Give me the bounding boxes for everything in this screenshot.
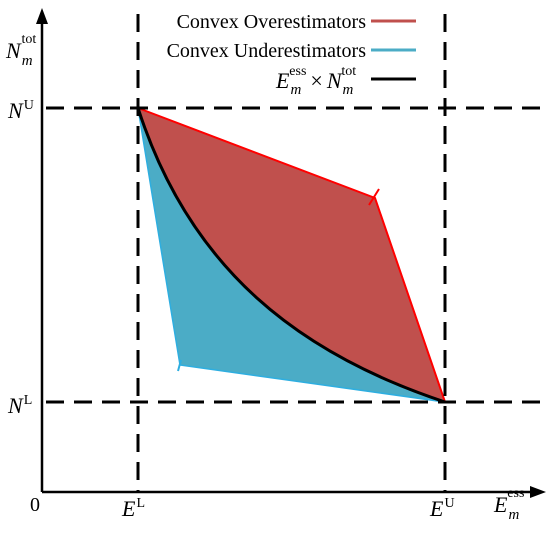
overestimator-region: [138, 108, 445, 402]
overestimator-edge: [137, 107, 446, 403]
legend-product-e-sub: m: [290, 82, 301, 98]
x-axis-label-symbol: E: [493, 492, 508, 517]
x-tick-upper-sup: U: [444, 496, 454, 511]
legend-product-e-sup: ess: [289, 64, 306, 79]
legend-underestimators-label: Convex Underestimators: [167, 40, 367, 62]
legend-product-label: Em ess × Nm tot: [275, 64, 356, 98]
x-tick-lower-sup: L: [136, 496, 145, 511]
legend-product-e-symbol: E: [275, 68, 290, 93]
legend-overestimators-label: Convex Overestimators: [177, 11, 367, 33]
y-axis-label-symbol: N: [5, 38, 22, 63]
y-axis-label: Nm tot: [5, 32, 36, 69]
x-tick-lower-symbol: E: [121, 496, 136, 521]
x-axis-label-sup: ess: [507, 486, 524, 501]
x-axis-label: Em ess: [493, 486, 524, 523]
x-tick-upper-symbol: E: [429, 496, 444, 521]
x-axis-label-sub: m: [508, 507, 519, 523]
y-tick-lower-symbol: N: [7, 393, 24, 418]
legend: Convex Overestimators Convex Underestima…: [167, 11, 416, 98]
legend-product-times: ×: [310, 68, 322, 93]
overestimator-vertex-tick: [368, 188, 380, 206]
y-tick-upper-sup: U: [24, 98, 34, 113]
y-tick-upper: NU: [7, 98, 34, 123]
y-axis-label-sup: tot: [22, 32, 37, 47]
y-tick-lower-sup: L: [24, 393, 33, 408]
legend-product-n-sup: tot: [341, 64, 356, 79]
y-axis-label-sub: m: [22, 53, 33, 69]
y-axis-arrowhead: [36, 8, 48, 24]
product-curve: [136, 107, 446, 404]
y-tick-upper-symbol: N: [7, 98, 24, 123]
x-tick-lower: EL: [121, 496, 145, 521]
legend-product-n-symbol: N: [326, 68, 343, 93]
x-axis-arrowhead: [530, 486, 546, 498]
y-tick-lower: NL: [7, 393, 32, 418]
legend-product-n-sub: m: [343, 82, 354, 98]
x-tick-upper: EU: [429, 496, 455, 521]
underestimator-vertex-tick: [177, 359, 182, 372]
origin-label: 0: [30, 494, 40, 516]
